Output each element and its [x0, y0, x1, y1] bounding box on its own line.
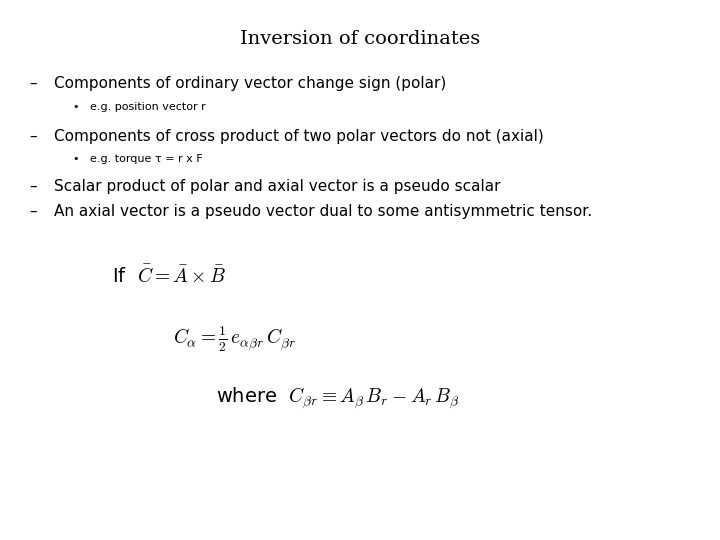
Text: Scalar product of polar and axial vector is a pseudo scalar: Scalar product of polar and axial vector…: [54, 179, 500, 194]
Text: $C_{\alpha} = \frac{1}{2}\, e_{\alpha\beta r}\, C_{\beta r}$: $C_{\alpha} = \frac{1}{2}\, e_{\alpha\be…: [173, 324, 296, 354]
Text: •: •: [72, 154, 78, 165]
Text: Components of cross product of two polar vectors do not (axial): Components of cross product of two polar…: [54, 129, 544, 144]
Text: Components of ordinary vector change sign (polar): Components of ordinary vector change sig…: [54, 76, 446, 91]
Text: where  $C_{\beta r} \equiv A_{\beta}\, B_{r} - A_{r}\, B_{\beta}$: where $C_{\beta r} \equiv A_{\beta}\, B_…: [216, 386, 459, 411]
Text: •: •: [72, 102, 78, 112]
Text: If  $\bar{C} = \bar{A} \times \bar{B}$: If $\bar{C} = \bar{A} \times \bar{B}$: [112, 265, 225, 287]
Text: –: –: [29, 76, 37, 91]
Text: e.g. torque τ = r x F: e.g. torque τ = r x F: [90, 154, 202, 165]
Text: –: –: [29, 129, 37, 144]
Text: –: –: [29, 204, 37, 219]
Text: An axial vector is a pseudo vector dual to some antisymmetric tensor.: An axial vector is a pseudo vector dual …: [54, 204, 592, 219]
Text: Inversion of coordinates: Inversion of coordinates: [240, 30, 480, 48]
Text: e.g. position vector r: e.g. position vector r: [90, 102, 206, 112]
Text: –: –: [29, 179, 37, 194]
